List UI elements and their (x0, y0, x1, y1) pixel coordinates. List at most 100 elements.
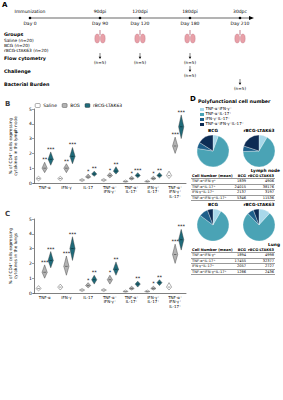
svg-text:*: * (109, 167, 112, 173)
svg-text:TNF-α: TNF-α (38, 295, 51, 300)
svg-text:(n=5): (n=5) (184, 73, 196, 78)
svg-text:*: * (87, 168, 90, 174)
svg-text:3: 3 (29, 246, 32, 251)
svg-text:TNF-α⁺: TNF-α⁺ (124, 184, 139, 190)
svg-text:Day 120: Day 120 (131, 21, 150, 26)
svg-text:***: *** (134, 167, 142, 173)
svg-text:(n=5): (n=5) (134, 60, 146, 65)
svg-text:rBCG-LTAK63: rBCG-LTAK63 (93, 103, 122, 108)
svg-text:IL-17⁺: IL-17⁺ (126, 189, 138, 194)
svg-text:***: *** (41, 259, 49, 265)
svg-text:BCG (n=20): BCG (n=20) (4, 42, 30, 48)
svg-text:*: * (109, 269, 112, 275)
svg-text:30dpc: 30dpc (233, 9, 247, 14)
svg-text:*: * (152, 170, 155, 176)
svg-text:Day 210: Day 210 (231, 21, 250, 26)
svg-text:IFN-γ⁺: IFN-γ⁺ (147, 184, 160, 190)
svg-text:***: *** (171, 238, 179, 244)
svg-text:C: C (5, 210, 10, 218)
svg-text:*: * (152, 280, 155, 286)
svg-text:IFN-γ: IFN-γ (61, 295, 72, 300)
svg-text:***: *** (47, 146, 55, 152)
html-text:TNF-α⁺IL-17⁺: TNF-α⁺IL-17⁺ (205, 111, 232, 116)
svg-text:Immunization: Immunization (15, 9, 46, 14)
svg-text:Saline (n=20): Saline (n=20) (4, 37, 34, 43)
svg-text:**: ** (135, 275, 141, 281)
svg-text:IFN-γ⁺: IFN-γ⁺ (104, 189, 116, 194)
svg-text:2: 2 (29, 261, 32, 266)
svg-text:IFN-γ⁺: IFN-γ⁺ (104, 299, 116, 304)
svg-text:IFN-γ⁺: IFN-γ⁺ (147, 294, 160, 300)
svg-text:***: *** (69, 231, 77, 237)
svg-text:5: 5 (29, 107, 32, 112)
svg-text:IL-17⁺: IL-17⁺ (147, 299, 159, 304)
svg-text:**: ** (113, 161, 119, 167)
svg-text:(n=5): (n=5) (94, 60, 106, 65)
svg-text:TNF-α⁺: TNF-α⁺ (102, 294, 117, 300)
svg-text:cytokines in the lungs: cytokines in the lungs (13, 233, 18, 279)
svg-text:rBCG-LTAK63 (n=20): rBCG-LTAK63 (n=20) (4, 48, 49, 53)
svg-text:TNF-α⁺: TNF-α⁺ (124, 294, 139, 300)
svg-text:Day 0: Day 0 (23, 21, 36, 26)
svg-text:***: *** (171, 131, 179, 137)
svg-text:Bacterial Burden: Bacterial Burden (4, 82, 50, 87)
svg-text:(n=5): (n=5) (184, 60, 196, 65)
svg-text:(n=5): (n=5) (234, 86, 246, 91)
svg-text:% of CD4⁺ cells expressing: % of CD4⁺ cells expressing (8, 117, 13, 175)
svg-text:**: ** (64, 158, 70, 164)
html-text:IFN-γ⁺IL-17⁺: IFN-γ⁺IL-17⁺ (205, 116, 230, 121)
svg-text:BCG: BCG (70, 103, 80, 108)
html-text:TNF-α⁺IFN-γ⁺IL-17⁺: TNF-α⁺IFN-γ⁺IL-17⁺ (205, 121, 244, 126)
svg-text:Challenge: Challenge (4, 69, 32, 75)
svg-text:5: 5 (29, 217, 32, 222)
svg-text:Day 180: Day 180 (181, 21, 200, 26)
svg-text:Saline: Saline (43, 103, 57, 108)
svg-text:*: * (130, 170, 133, 176)
svg-text:1: 1 (29, 276, 32, 281)
svg-text:**: ** (42, 156, 48, 162)
svg-text:IL-17⁺: IL-17⁺ (169, 194, 181, 199)
html-text:D Polyfunctional cell number: D Polyfunctional cell number (190, 95, 271, 104)
svg-text:B: B (5, 100, 10, 108)
svg-text:TNF-α⁺: TNF-α⁺ (168, 294, 183, 300)
svg-text:*: * (87, 277, 90, 283)
svg-text:90dpi: 90dpi (94, 9, 107, 14)
svg-text:% of CD4⁺ cells expressing: % of CD4⁺ cells expressing (8, 227, 13, 285)
svg-text:0: 0 (29, 291, 32, 296)
svg-text:**: ** (92, 165, 98, 171)
svg-text:TNF-α⁺: TNF-α⁺ (102, 184, 117, 190)
svg-text:A: A (2, 1, 8, 9)
svg-text:1: 1 (29, 166, 32, 171)
svg-text:4: 4 (29, 231, 32, 236)
svg-text:IL-17⁺: IL-17⁺ (126, 299, 138, 304)
svg-text:IL-17: IL-17 (83, 295, 93, 300)
svg-text:2: 2 (29, 151, 32, 156)
svg-text:***: *** (69, 141, 77, 147)
svg-text:***: *** (177, 109, 185, 115)
svg-text:**: ** (113, 256, 119, 262)
svg-text:**: ** (157, 274, 163, 280)
svg-text:IL-17: IL-17 (83, 185, 93, 190)
svg-text:Groups: Groups (4, 32, 23, 37)
svg-text:IFN-γ⁺: IFN-γ⁺ (168, 299, 182, 305)
svg-text:IFN-γ⁺: IFN-γ⁺ (168, 189, 182, 195)
svg-text:Day 90: Day 90 (92, 21, 108, 26)
svg-text:IL-17⁺: IL-17⁺ (147, 189, 159, 194)
svg-text:0: 0 (29, 181, 32, 186)
svg-text:cytokines in the lymph node: cytokines in the lymph node (13, 116, 18, 176)
html-text:TNF-α⁺IFN-γ⁺: TNF-α⁺IFN-γ⁺ (205, 106, 232, 111)
svg-text:TNF-α⁺: TNF-α⁺ (168, 184, 183, 190)
svg-text:***: *** (63, 250, 71, 256)
svg-text:4: 4 (29, 121, 32, 126)
svg-text:TNF-α: TNF-α (38, 185, 51, 190)
svg-text:180dpi: 180dpi (182, 9, 198, 14)
svg-text:***: *** (177, 223, 185, 229)
svg-text:120dpi: 120dpi (132, 9, 148, 14)
svg-text:IFN-γ: IFN-γ (61, 185, 72, 190)
svg-text:3: 3 (29, 136, 32, 141)
svg-text:***: *** (47, 246, 55, 252)
svg-text:**: ** (157, 167, 163, 173)
svg-text:IL-17⁺: IL-17⁺ (169, 304, 181, 309)
svg-text:Flow cytometry: Flow cytometry (4, 56, 47, 62)
svg-text:**: ** (92, 269, 98, 275)
